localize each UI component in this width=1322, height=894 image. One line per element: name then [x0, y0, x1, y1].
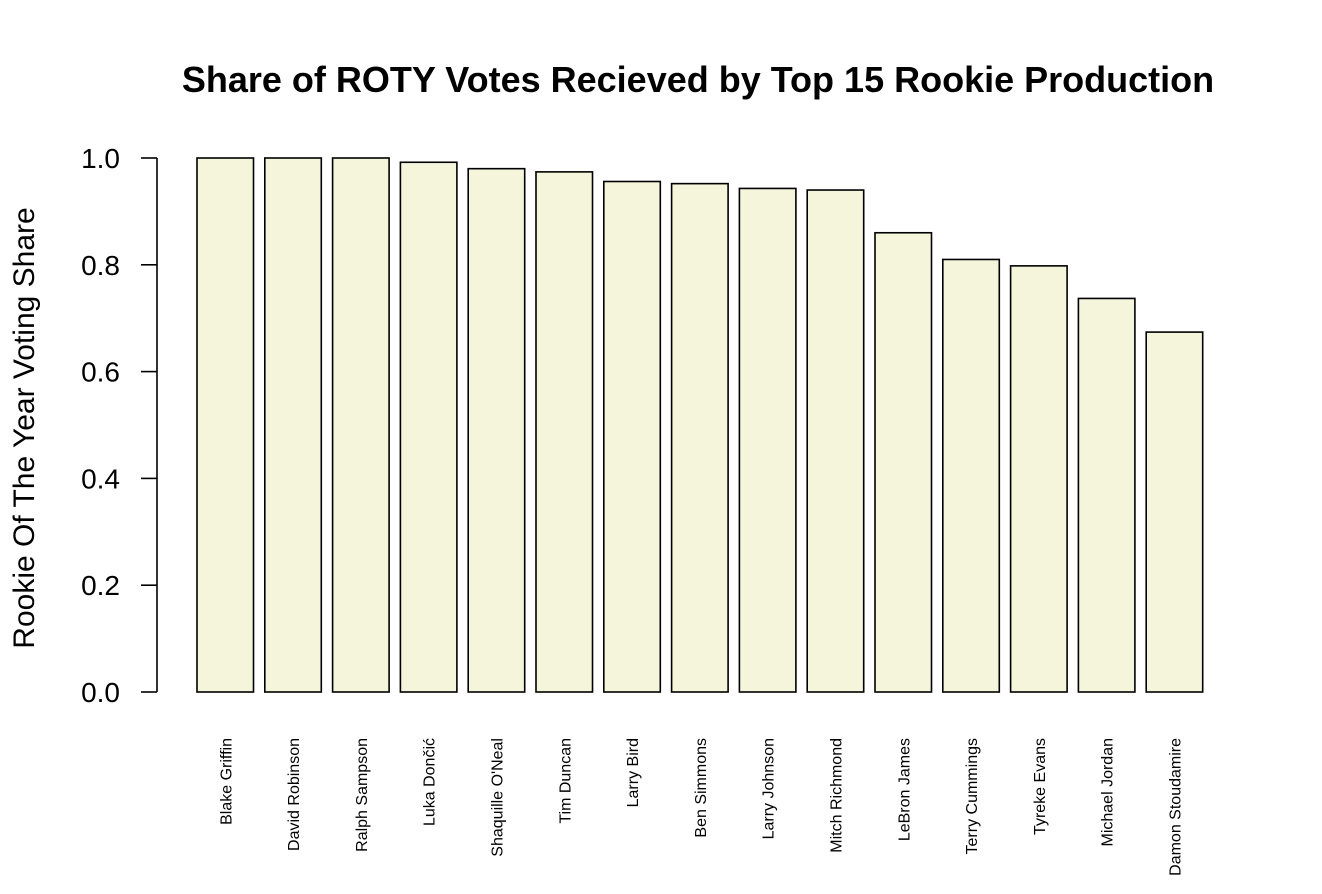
- bar: [1009, 265, 1068, 693]
- bar: [399, 161, 458, 693]
- bars: [196, 157, 1204, 693]
- x-tick-label: Mitch Richmond: [828, 738, 845, 853]
- bar: [331, 157, 390, 693]
- y-axis: 0.0 0.2 0.4 0.6 0.8 1.0: [81, 143, 158, 708]
- bar: [670, 182, 729, 693]
- x-tick-label: Larry Johnson: [761, 738, 778, 839]
- x-tick-label: Larry Bird: [625, 738, 642, 807]
- x-tick-label: Damon Stoudamire: [1167, 738, 1184, 876]
- bar: [535, 171, 594, 693]
- x-tick-label: Ben Simmons: [693, 738, 710, 838]
- bar: [1145, 331, 1204, 693]
- chart-title: Share of ROTY Votes Recieved by Top 15 R…: [182, 59, 1214, 100]
- bar: [263, 157, 323, 693]
- x-tick-label: Terry Cummings: [964, 738, 981, 854]
- bar: [738, 187, 797, 693]
- y-tick-label: 0.2: [81, 570, 120, 601]
- y-axis-label: Rookie Of The Year Voting Share: [8, 207, 41, 648]
- bar: [467, 167, 526, 693]
- y-tick-label: 0.4: [81, 463, 120, 494]
- y-tick-label: 0.8: [81, 250, 120, 281]
- x-tick-label: Michael Jordan: [1100, 738, 1117, 847]
- y-tick-label: 0.0: [81, 677, 120, 708]
- x-axis-labels: Blake Griffin David Robinson Ralph Sampson…: [218, 738, 1184, 876]
- x-tick-label: Tim Duncan: [557, 738, 574, 824]
- x-tick-label: LeBron James: [896, 738, 913, 841]
- y-tick-label: 1.0: [81, 143, 120, 174]
- y-tick-label: 0.6: [81, 357, 120, 388]
- bar: [602, 180, 662, 693]
- x-tick-label: Tyreke Evans: [1032, 738, 1049, 835]
- x-tick-label: Ralph Sampson: [354, 738, 371, 852]
- bar: [196, 157, 255, 693]
- x-tick-label: Luka Dončić: [422, 738, 439, 826]
- x-tick-label: Blake Griffin: [218, 738, 235, 825]
- x-tick-label: Shaquille O'Neal: [489, 738, 506, 857]
- bar: [874, 231, 933, 693]
- bar: [941, 258, 1001, 693]
- x-tick-label: David Robinson: [286, 738, 303, 851]
- bar: [806, 189, 865, 693]
- bar: [1077, 297, 1136, 693]
